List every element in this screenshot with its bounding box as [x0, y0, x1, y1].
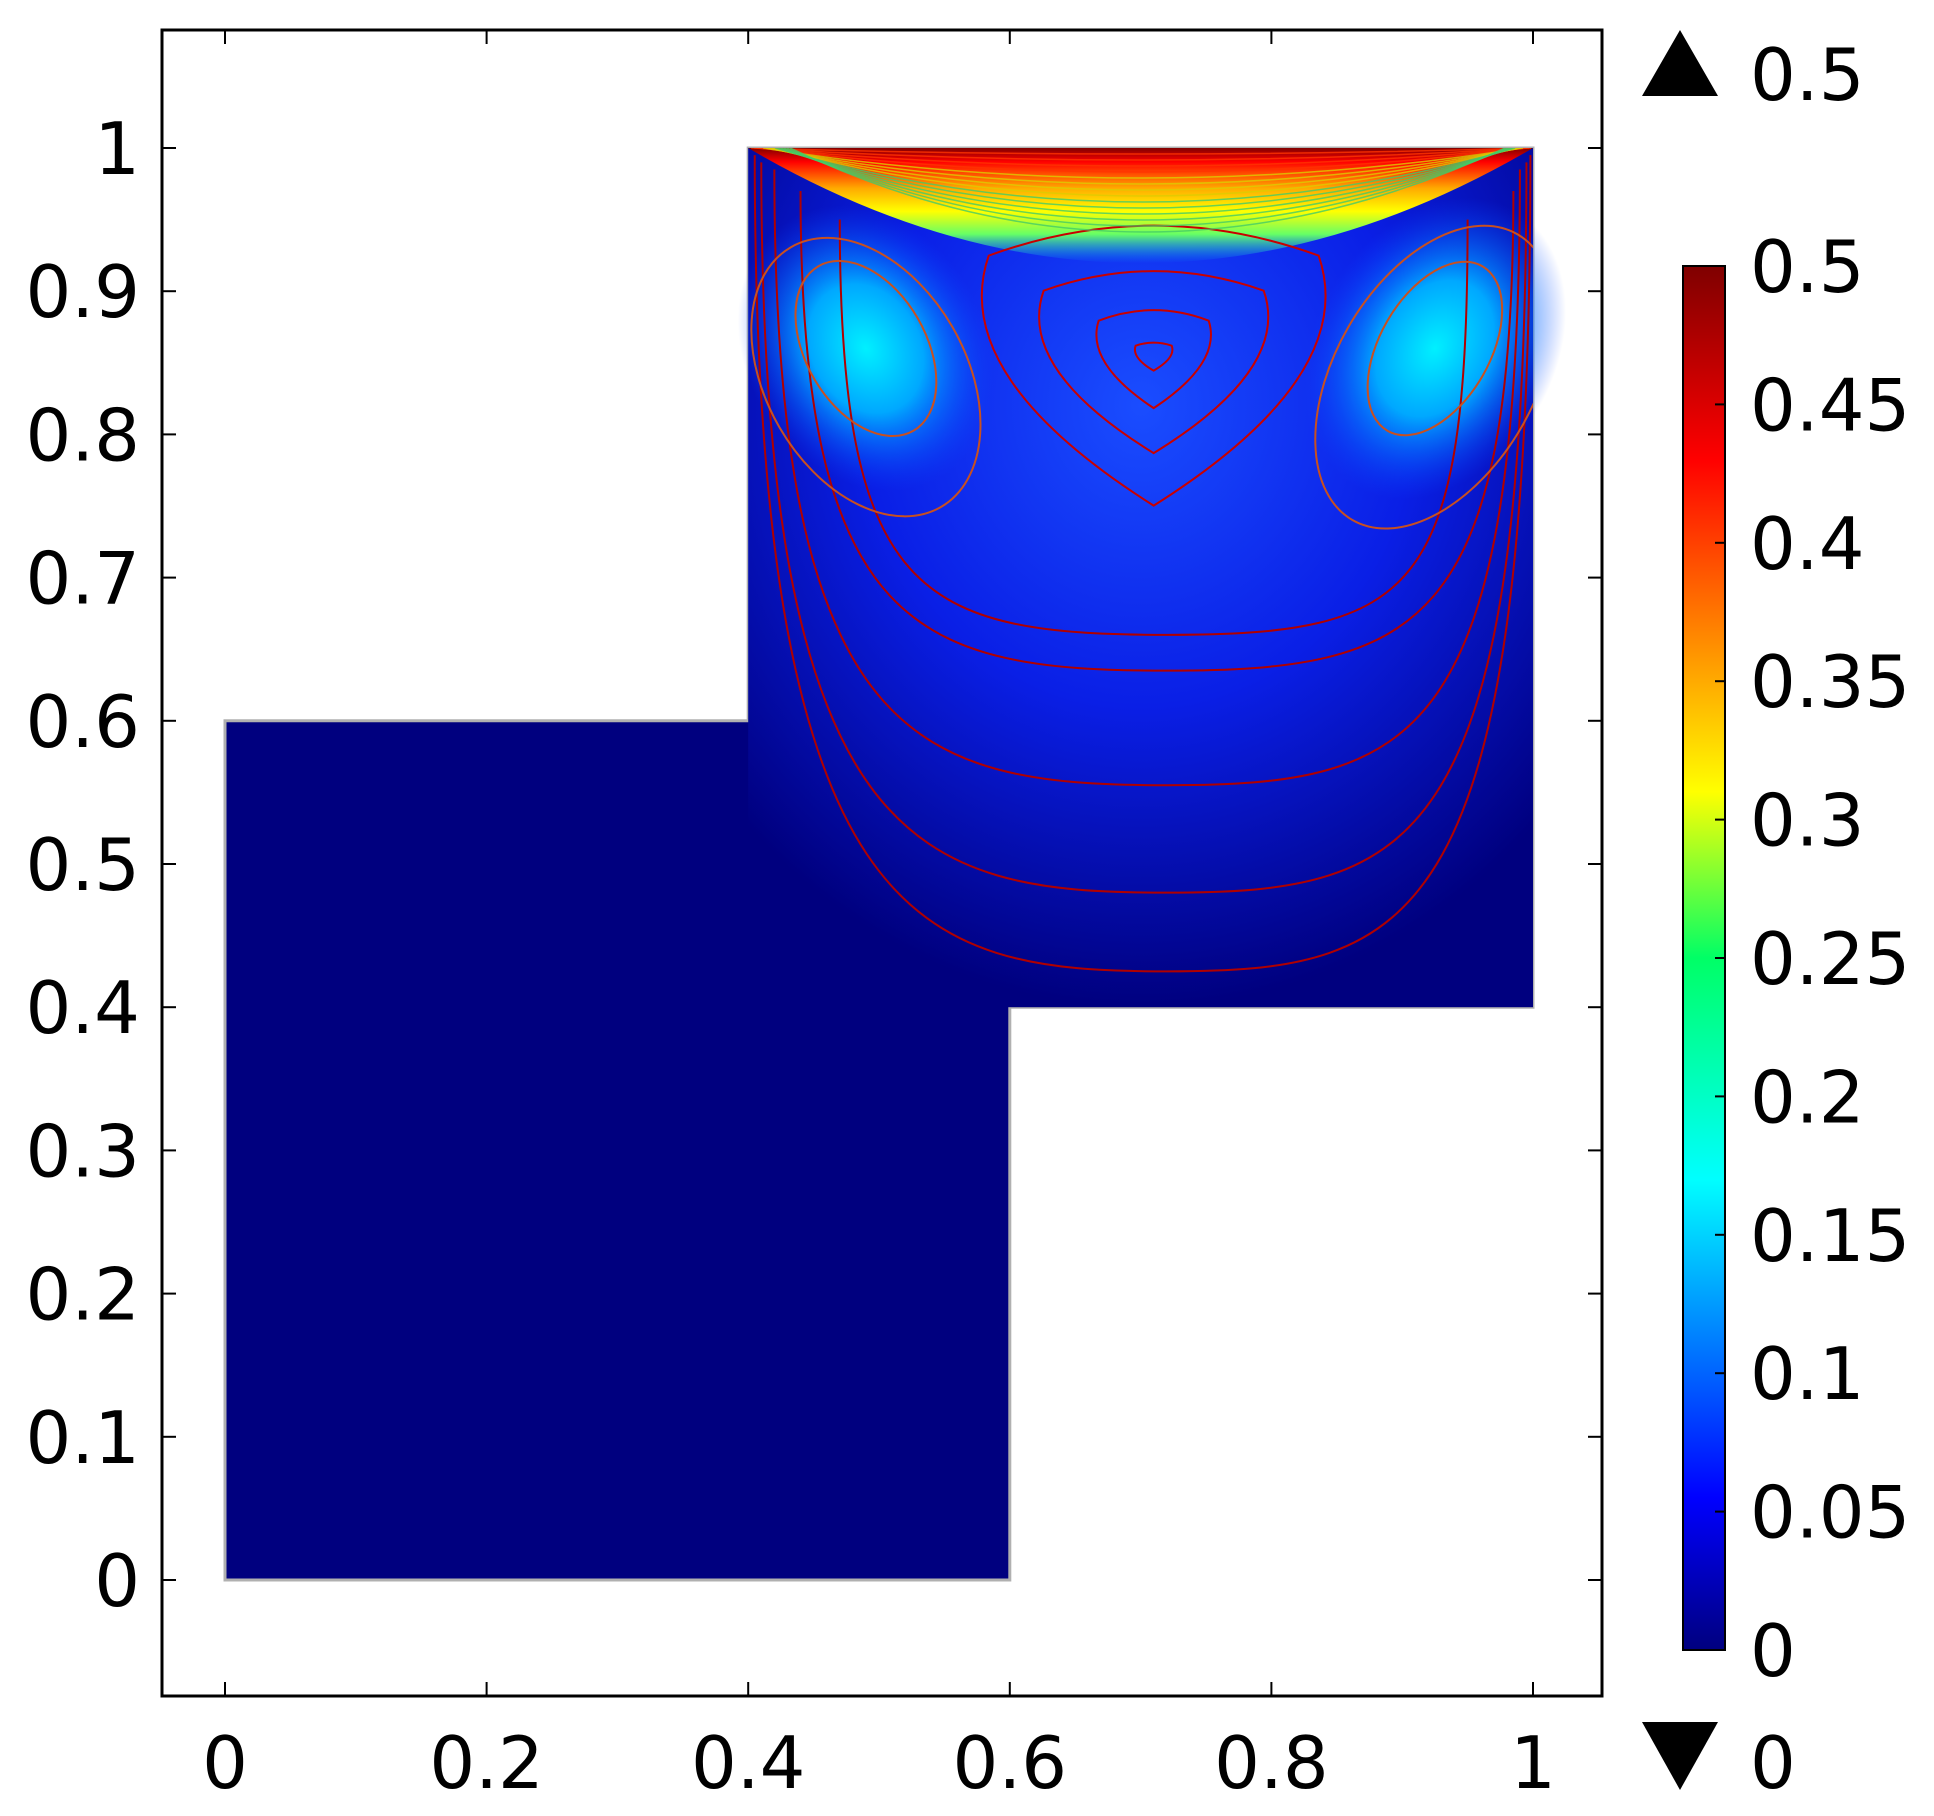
contour-line — [772, 148, 1518, 197]
x-tick-label: 0.8 — [1214, 1721, 1329, 1805]
colorbar: 0 0.05 0.1 0.15 0.2 0.25 0.3 0.35 0.4 0.45 0.5 0.5 0 — [1642, 30, 1910, 1805]
max-indicator-triangle — [1642, 30, 1718, 96]
contour-line — [750, 236, 982, 518]
colorbar-tick-label: 0.3 — [1750, 779, 1865, 863]
contour-line — [799, 190, 1515, 672]
colorbar-tick-label: 0.1 — [1750, 1332, 1865, 1416]
right-secondary-eddy — [1303, 197, 1567, 500]
contour-line — [783, 148, 1510, 221]
contour-line — [1038, 270, 1270, 455]
contour-line — [1314, 224, 1533, 530]
lid-shear-layer — [748, 148, 1533, 263]
contour-line — [794, 259, 938, 438]
contour-line — [766, 148, 1522, 185]
y-tick-label: 0.4 — [25, 966, 140, 1050]
contour-line — [760, 148, 1526, 173]
contour-line — [774, 148, 1516, 203]
contour-line — [786, 148, 1508, 227]
y-tick-label: 0.9 — [25, 250, 140, 334]
contour-line — [773, 169, 1521, 787]
contour-line — [751, 148, 1532, 155]
velocity-field — [223, 146, 1567, 1582]
contour-line — [754, 148, 1530, 161]
contour-line — [777, 148, 1514, 209]
contour-line — [760, 162, 1528, 894]
contour-line — [753, 155, 1532, 973]
min-indicator-label: 0 — [1750, 1721, 1796, 1805]
x-tick-label: 0.4 — [691, 1721, 806, 1805]
y-tick-label: 0.3 — [25, 1109, 140, 1193]
y-tick-label: 0.1 — [25, 1396, 140, 1480]
contour-line — [1095, 309, 1212, 410]
colorbar-tick-label: 0.2 — [1750, 1055, 1865, 1139]
y-tick-label: 0.6 — [25, 680, 140, 764]
streamline-contours — [750, 148, 1533, 973]
contour-line — [1133, 341, 1174, 372]
colorbar-tick-label: 0.45 — [1750, 363, 1910, 447]
y-tick-label: 0 — [94, 1539, 140, 1623]
colorbar-tick-label: 0.4 — [1750, 502, 1865, 586]
contour-line — [838, 219, 1469, 636]
y-tick-label: 0.2 — [25, 1253, 140, 1337]
x-tick-label: 1 — [1510, 1721, 1556, 1805]
contour-line — [789, 148, 1506, 233]
colorbar-tick-label: 0.05 — [1750, 1471, 1910, 1555]
y-tick-label: 0.7 — [25, 537, 140, 621]
y-tick-label: 0.5 — [25, 823, 140, 907]
max-indicator-label: 0.5 — [1750, 33, 1865, 117]
colorbar-tick-label: 0.25 — [1750, 917, 1910, 1001]
contour-line — [780, 148, 1512, 215]
x-tick-label: 0 — [202, 1721, 248, 1805]
x-tick-label: 0.6 — [953, 1721, 1068, 1805]
contour-line — [769, 148, 1520, 191]
min-indicator-triangle — [1642, 1722, 1718, 1790]
axis-ticks: 0 0.2 0.4 0.6 0.8 1 0 0.1 0.2 0.3 0.4 0.5 0.6 0.7 0.8 0… — [25, 30, 1602, 1805]
colorbar-tick-label: 0.15 — [1750, 1194, 1910, 1278]
contour-line — [763, 148, 1524, 179]
colorbar-tick-label: 0.5 — [1750, 225, 1865, 309]
contour-line — [1366, 260, 1504, 437]
x-tick-label: 0.2 — [429, 1721, 544, 1805]
colorbar-tick-label: 0.35 — [1750, 640, 1910, 724]
contour-line — [757, 148, 1528, 167]
colorbar-tick-label: 0 — [1750, 1609, 1796, 1693]
y-tick-label: 1 — [94, 107, 140, 191]
y-tick-label: 0.8 — [25, 393, 140, 477]
